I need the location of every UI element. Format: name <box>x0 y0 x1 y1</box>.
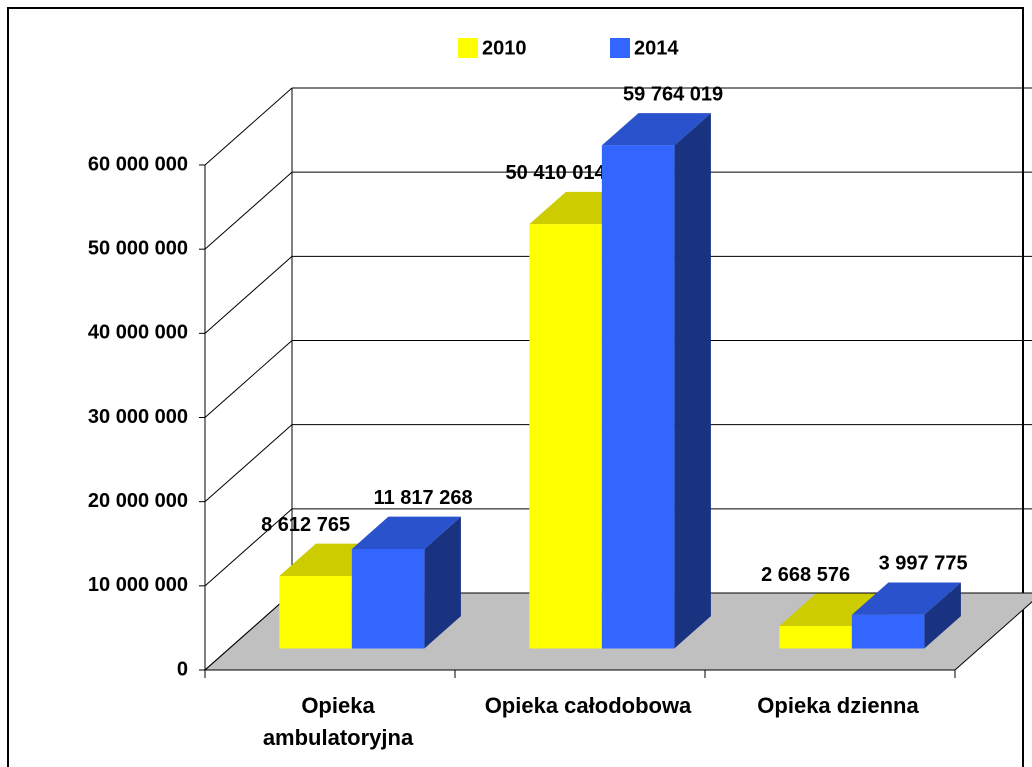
bar <box>851 582 961 649</box>
bar-top <box>351 516 461 549</box>
grid-line <box>204 87 293 166</box>
bar-side <box>424 516 461 649</box>
bar-front <box>351 548 425 649</box>
data-label: 11 817 268 <box>374 487 473 509</box>
grid-line <box>204 340 293 418</box>
y-tick-label: 20 000 000 <box>88 490 188 512</box>
y-tick-label: 30 000 000 <box>88 406 188 428</box>
bar-front <box>601 145 675 649</box>
grid-line <box>204 424 293 503</box>
grid-line <box>204 255 293 334</box>
bar <box>351 516 461 649</box>
bar-side <box>674 113 711 649</box>
bar-top <box>601 113 711 146</box>
bar-front <box>529 224 602 649</box>
bar-front <box>851 614 925 649</box>
y-tick-label: 40 000 000 <box>88 322 188 344</box>
data-label: 8 612 765 <box>261 514 350 536</box>
legend-swatch <box>610 38 630 58</box>
bar-front <box>779 625 852 649</box>
bar-side <box>924 582 961 649</box>
bar-top <box>779 593 889 626</box>
grid-line <box>204 508 293 587</box>
y-tick-label: 60 000 000 <box>88 153 188 175</box>
legend-swatch <box>458 38 478 58</box>
bar <box>601 113 711 649</box>
data-label: 59 764 019 <box>623 83 723 105</box>
bar-top <box>851 582 961 615</box>
data-label: 50 410 014 <box>506 162 607 184</box>
bar-front <box>279 575 352 649</box>
legend-label: 2010 <box>482 37 527 59</box>
y-tick-label: 0 <box>177 658 188 680</box>
data-label: 2 668 576 <box>761 564 850 586</box>
x-tick-label: Opieka ambulatoryjna <box>262 693 414 750</box>
legend-label: 2014 <box>634 37 679 59</box>
y-tick-label: 10 000 000 <box>88 574 188 596</box>
x-tick-label: Opieka całodobowa <box>484 693 692 718</box>
x-tick-label: Opieka dzienna <box>757 693 919 718</box>
grid-line <box>204 592 293 671</box>
y-tick-label: 50 000 000 <box>88 237 188 259</box>
data-label: 3 997 775 <box>879 553 968 575</box>
grid-line <box>204 171 293 250</box>
